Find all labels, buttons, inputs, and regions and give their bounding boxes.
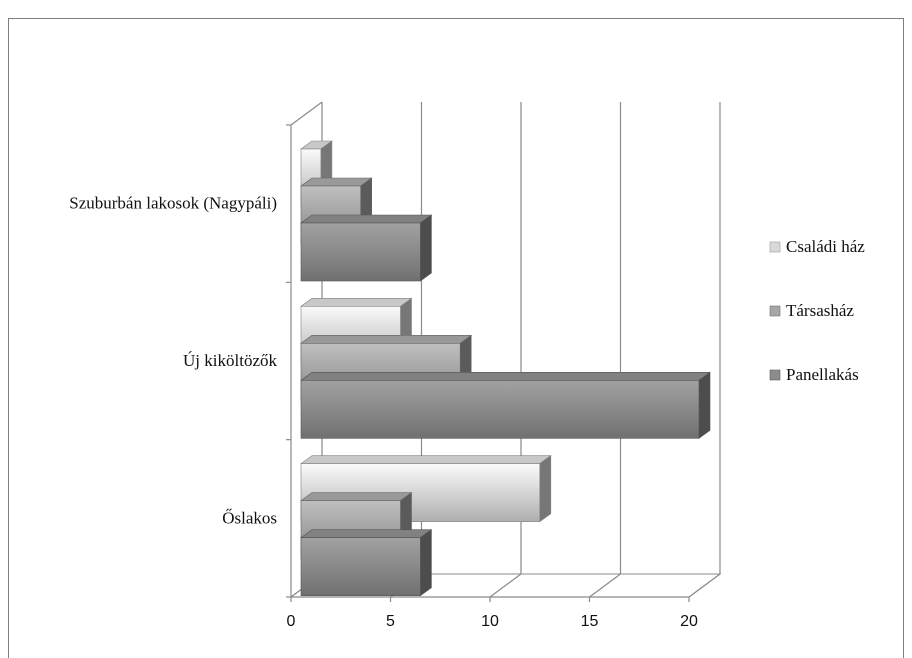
- bar-2-0: [300, 214, 433, 282]
- tick-label: 5: [386, 613, 395, 630]
- category-label: Szuburbán lakosok (Nagypáli): [69, 194, 277, 213]
- legend-entry: Társasház: [786, 301, 854, 320]
- legend-swatch: [769, 241, 781, 253]
- legend-swatch: [769, 305, 781, 317]
- bar-2-1: [300, 371, 711, 439]
- category-label: Új kiköltözők: [183, 351, 277, 370]
- legend-entry: Családi ház: [786, 237, 865, 256]
- gridline-floor: [688, 573, 721, 598]
- bar-chart: 0 5 10 15 20 Szuburbán lakosok (Nagypáli) Új k…: [69, 101, 865, 630]
- tick-label: 15: [581, 613, 599, 630]
- tick-label: 0: [287, 613, 296, 630]
- category-label: Őslakos: [222, 508, 277, 527]
- bar-2-2: [300, 529, 433, 597]
- tick-label: 20: [680, 613, 698, 630]
- side-wall-top: [290, 101, 323, 126]
- legend-entry: Panellakás: [786, 365, 859, 384]
- gridline-floor: [489, 573, 522, 598]
- legend-swatch: [769, 369, 781, 381]
- tick-label: 10: [481, 613, 499, 630]
- gridline-floor: [589, 573, 621, 598]
